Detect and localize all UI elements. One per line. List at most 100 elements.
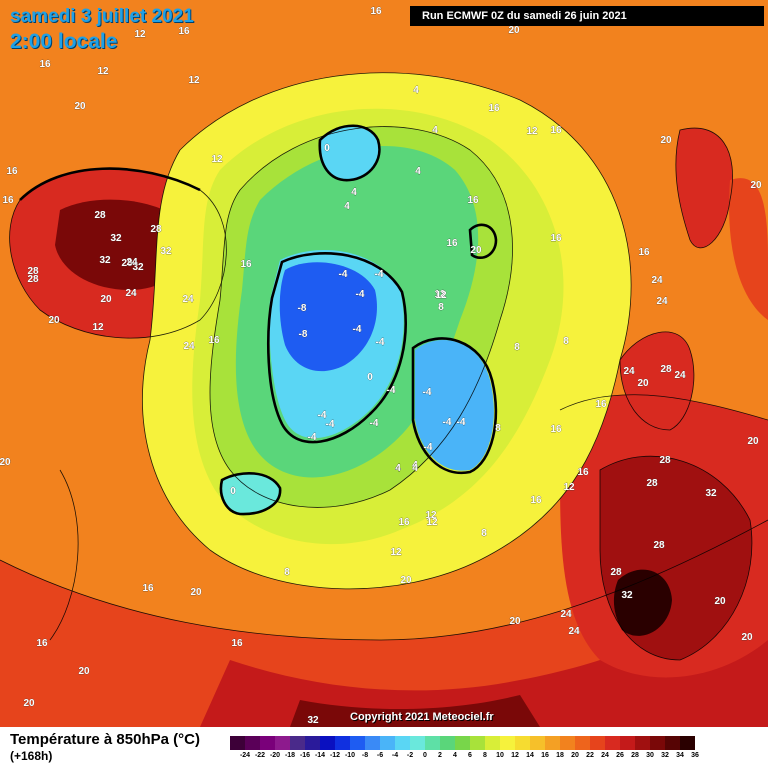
isotherm-label: 24 bbox=[651, 275, 663, 286]
isotherm-label: 16 bbox=[577, 467, 589, 478]
isotherm-label: 16 bbox=[39, 59, 51, 70]
isotherm-label: 20 bbox=[714, 596, 726, 607]
color-scale-cell bbox=[590, 736, 605, 750]
color-scale-cell bbox=[440, 736, 455, 750]
color-scale-cell bbox=[425, 736, 440, 750]
color-scale-tick: -14 bbox=[314, 752, 326, 759]
color-scale-cell bbox=[530, 736, 545, 750]
isotherm-label: 24 bbox=[623, 366, 635, 377]
legend-area: Température à 850hPa (°C) (+168h) -24 -22… bbox=[0, 727, 768, 768]
color-scale bbox=[230, 736, 695, 750]
color-scale-cell bbox=[545, 736, 560, 750]
hot-zone-kamchatka bbox=[675, 128, 733, 248]
isotherm-label: 4 bbox=[413, 85, 419, 96]
isotherm-label: 24 bbox=[560, 609, 572, 620]
isotherm-label: 28 bbox=[659, 455, 671, 466]
isotherm-label: 28 bbox=[660, 364, 672, 375]
isotherm-label: 20 bbox=[747, 436, 759, 447]
color-scale-cell bbox=[365, 736, 380, 750]
isotherm-label: 16 bbox=[638, 247, 650, 258]
isotherm-label: -4 bbox=[370, 418, 379, 429]
isotherm-label: 12 bbox=[526, 126, 538, 137]
color-scale-cell bbox=[665, 736, 680, 750]
isotherm-label: 0 bbox=[367, 372, 373, 383]
hot-zone-eastasia bbox=[620, 331, 694, 430]
color-scale-tick: -24 bbox=[239, 752, 251, 759]
isotherm-label: 8 bbox=[563, 336, 569, 347]
color-scale-tick: 36 bbox=[691, 752, 699, 759]
isotherm-label: 16 bbox=[467, 195, 479, 206]
isotherm-label: 12 bbox=[426, 517, 438, 528]
isotherm-label: 16 bbox=[6, 166, 18, 177]
color-scale-cell bbox=[560, 736, 575, 750]
isotherm-label: -4 bbox=[375, 269, 384, 280]
color-scale-tick: 26 bbox=[616, 752, 624, 759]
color-scale-tick: 24 bbox=[601, 752, 609, 759]
isotherm-label: -4 bbox=[308, 432, 317, 443]
isotherm-label: 8 bbox=[495, 423, 501, 434]
zero-isotherm bbox=[19, 124, 498, 516]
isotherm-label: 20 bbox=[190, 587, 202, 598]
color-scale-cell bbox=[485, 736, 500, 750]
very-hot-zone-south bbox=[290, 695, 540, 727]
isotherm-label: 32 bbox=[160, 246, 172, 257]
isotherm-label: 12 bbox=[434, 289, 446, 300]
isotherm-label: -4 bbox=[339, 269, 348, 280]
color-scale-cell bbox=[350, 736, 365, 750]
run-info: Run ECMWF 0Z du samedi 26 juin 2021 bbox=[410, 6, 764, 26]
isotherm-label: -4 bbox=[387, 385, 396, 396]
isotherm-label: 12 bbox=[563, 482, 575, 493]
color-scale-tick: 18 bbox=[556, 752, 564, 759]
isotherm-label: -4 bbox=[353, 324, 362, 335]
color-scale-cell bbox=[680, 736, 695, 750]
isotherm-label: 20 bbox=[660, 135, 672, 146]
isotherm-label: 20 bbox=[509, 616, 521, 627]
isotherm-label: -4 bbox=[424, 442, 433, 453]
isotherm-label: 12 bbox=[134, 29, 146, 40]
color-scale-cell bbox=[275, 736, 290, 750]
color-scale-cell bbox=[260, 736, 275, 750]
isotherm-label: 8 bbox=[438, 302, 444, 313]
isotherm-label: 32 bbox=[705, 488, 717, 499]
isotherm-label: 24 bbox=[568, 626, 580, 637]
color-scale-cell bbox=[515, 736, 530, 750]
color-scale-cell bbox=[410, 736, 425, 750]
isotherm-label: 12 bbox=[390, 547, 402, 558]
color-scale-tick: -20 bbox=[269, 752, 281, 759]
legend-subtitle: (+168h) bbox=[10, 749, 53, 763]
isotherm-label: 28 bbox=[646, 478, 658, 489]
isotherm-label: 16 bbox=[370, 6, 382, 17]
polar-core-zone bbox=[279, 262, 377, 372]
isotherm-label: 28 bbox=[27, 266, 39, 277]
color-scale-cell bbox=[320, 736, 335, 750]
color-scale-cell bbox=[650, 736, 665, 750]
color-scale-tick: -10 bbox=[344, 752, 356, 759]
color-scale-tick: 12 bbox=[511, 752, 519, 759]
color-scale-tick: 28 bbox=[631, 752, 639, 759]
color-scale-tick: -12 bbox=[329, 752, 341, 759]
isotherm-label: 12 bbox=[188, 75, 200, 86]
isotherm-label: 28 bbox=[610, 567, 622, 578]
isotherm-label: 28 bbox=[653, 540, 665, 551]
isotherm-label: -4 bbox=[423, 387, 432, 398]
hot-zone-south bbox=[200, 600, 768, 727]
isotherm-label: 16 bbox=[398, 517, 410, 528]
isotherm-label: 28 bbox=[121, 258, 133, 269]
color-scale-cell bbox=[500, 736, 515, 750]
isotherm-label: 16 bbox=[240, 259, 252, 270]
isotherm-label: 16 bbox=[488, 103, 500, 114]
isotherm-label: 16 bbox=[550, 233, 562, 244]
isotherm-label: 12 bbox=[435, 290, 447, 301]
isotherm-label: 4 bbox=[395, 463, 401, 474]
isotherm-label: 28 bbox=[27, 274, 39, 285]
color-scale-tick: 10 bbox=[496, 752, 504, 759]
isotherm-label: -4 bbox=[356, 289, 365, 300]
color-scale-tick: 2 bbox=[438, 752, 442, 759]
color-scale-tick: -6 bbox=[376, 752, 384, 759]
color-scale-cell bbox=[635, 736, 650, 750]
isotherm-label: -4 bbox=[457, 417, 466, 428]
isotherm-label: 20 bbox=[470, 245, 482, 256]
color-scale-cell bbox=[575, 736, 590, 750]
arctic-cold-pool bbox=[319, 125, 380, 181]
